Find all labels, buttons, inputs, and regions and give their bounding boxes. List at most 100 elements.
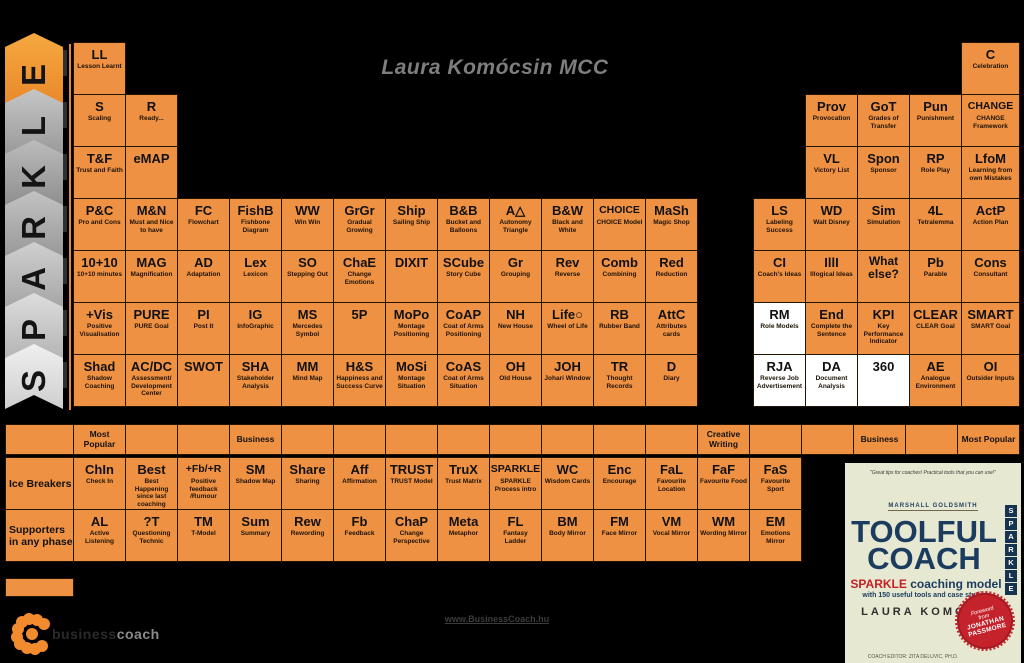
tool-symbol: MS <box>297 307 318 322</box>
tool-cell-ad: AD Adaptation <box>177 250 230 303</box>
tool-cell-s: S Scaling <box>73 94 126 147</box>
sparkle-letter: K <box>15 165 52 189</box>
tool-caption: Johari Window <box>544 375 591 382</box>
tool-cell-b-w: B&W Black and White <box>541 198 594 251</box>
tool-cell-grgr: GrGr Gradual Growing <box>333 198 386 251</box>
tool-symbol: Pun <box>923 99 948 114</box>
tool-caption: Change Perspective <box>393 530 430 545</box>
tool-cell-red: Red Reduction <box>645 250 698 303</box>
tool-symbol: WD <box>820 203 843 218</box>
book-quote-author: MARSHALL GOLDSMITH <box>888 503 978 511</box>
tool-cell-mag: MAG Magnification <box>125 250 178 303</box>
tool-caption <box>178 374 229 375</box>
tool-caption: Diary <box>663 375 680 382</box>
tool-cell-enc: Enc Encourage <box>593 457 646 510</box>
tool-cell-prov: Prov Provocation <box>805 94 858 147</box>
tool-symbol: Share <box>289 462 326 477</box>
tool-cell-cons: Cons Consultant <box>961 250 1020 303</box>
sparkle-letter: P <box>14 318 52 342</box>
tool-caption: Gradual Growing <box>346 219 373 234</box>
tool-symbol: Cons <box>974 255 1007 270</box>
tool-symbol: OI <box>983 359 998 374</box>
tool-cell-sm: SM Shadow Map <box>229 457 282 510</box>
tool-cell-illi: IllI Illogical Ideas <box>805 250 858 303</box>
tool-cell-em: EM Emotions Mirror <box>749 509 802 562</box>
tool-caption: Questioning Technic <box>132 530 171 545</box>
book-quote: "Great tips for coaches! Practical tools… <box>870 470 996 476</box>
tool-cell-end: End Complete the Sentence <box>805 302 858 355</box>
tool-symbol: 4L <box>927 203 944 218</box>
tool-caption: Favourite Food <box>700 478 747 485</box>
tool-caption: Complete the Sentence <box>810 323 853 338</box>
tool-cell-attc: AttC Attributes cards <box>645 302 698 355</box>
tool-caption: Role Models <box>760 323 799 330</box>
tool-symbol: S <box>95 99 104 114</box>
tool-cell-b-b: B&B Bucket and Balloons <box>437 198 490 251</box>
tool-cell-coap: CoAP Coat of Arms Positioning <box>437 302 490 355</box>
tool-caption: Key Performance Indicator <box>863 323 904 345</box>
tool-cell-lex: Lex Lexicon <box>229 250 282 303</box>
sparkle-letter: L <box>14 115 52 137</box>
website-link[interactable]: www.BusinessCoach.hu <box>444 614 550 624</box>
tool-cell-rja: RJA Reverse Job Advertisement <box>753 354 806 407</box>
tool-symbol: Prov <box>817 99 846 114</box>
tool-caption: Scaling <box>87 115 112 122</box>
phase-header-cell <box>437 424 490 455</box>
tool-caption <box>126 166 177 167</box>
tool-caption: Reverse <box>554 271 581 278</box>
tool-caption: Reverse Job Advertisement <box>756 375 803 390</box>
tool-symbol: TRUST <box>389 462 434 477</box>
tool-symbol: MaSh <box>654 203 689 218</box>
tool-cell-fishb: FishB Fishbone Diagram <box>229 198 282 251</box>
tool-symbol: 5P <box>351 307 368 322</box>
tool-symbol: VL <box>823 151 840 166</box>
tool-cell-trux: TruX Trust Matrix <box>437 457 490 510</box>
tool-caption: Assessment/ Development Center <box>131 375 172 397</box>
tool-cell-mash: MaSh Magic Shop <box>645 198 698 251</box>
tool-symbol: ChaE <box>342 255 377 270</box>
tool-cell-vl: VL Victory List <box>805 146 858 199</box>
tool-caption: CHANGE Framework <box>973 115 1008 130</box>
tool-caption: Fantasy Ladder <box>503 530 528 545</box>
tool-cell-shad: Shad Shadow Coaching <box>73 354 126 407</box>
tool-cell-ww: WW Win Win <box>281 198 334 251</box>
tool-cell-fas: FaS Favourite Sport <box>749 457 802 510</box>
tool-symbol: Pb <box>927 255 944 270</box>
tool-caption: Stakeholder Analysis <box>236 375 275 390</box>
tool-symbol: MoSi <box>395 359 428 374</box>
tool-cell-mopo: MoPo Montage Positioning <box>385 302 438 355</box>
tool-symbol: Fb <box>351 514 368 529</box>
tool-symbol: CI <box>773 255 786 270</box>
tool-caption: SPARKLE Process intro <box>494 478 537 493</box>
tool-symbol: DA <box>822 359 841 374</box>
tool-symbol: CoAS <box>445 359 482 374</box>
tool-symbol: Gr <box>507 255 524 270</box>
tool-caption: Bucket and Balloons <box>445 219 482 234</box>
tool-symbol: RP <box>926 151 945 166</box>
tool-symbol: GoT <box>870 99 897 114</box>
phase-header-cell <box>593 424 646 455</box>
tool-symbol: RB <box>610 307 629 322</box>
sparkle-letter: A <box>15 267 52 291</box>
tool-caption: Best Happening since last coaching <box>134 478 169 508</box>
tool-caption: Rubber Band <box>599 323 640 330</box>
phase-divider-line <box>69 44 71 410</box>
tool-cell-sim: Sim Simulation <box>857 198 910 251</box>
tool-symbol: ChaP <box>394 514 429 529</box>
tool-cell-t-f: T&F Trust and Faith <box>73 146 126 199</box>
tool-caption: Stepping Out <box>287 271 328 278</box>
tool-cell-emap: eMAP <box>125 146 178 199</box>
tool-cell-pi: PI Post It <box>177 302 230 355</box>
tool-symbol: MAG <box>136 255 167 270</box>
tool-symbol: TR <box>610 359 629 374</box>
tool-symbol: RM <box>769 307 790 322</box>
tool-caption: Change Emotions <box>344 271 375 286</box>
tool-cell-chin: ChIn Check In <box>73 457 126 510</box>
tool-symbol: FishB <box>237 203 274 218</box>
tool-symbol: SMART <box>967 307 1014 322</box>
businesscoach-logo: businesscoach <box>8 606 208 658</box>
tool-caption <box>858 281 909 282</box>
tool-caption: Coach's Ideas <box>757 271 802 278</box>
tool-symbol: FaF <box>711 462 736 477</box>
tool-symbol: FL <box>507 514 524 529</box>
